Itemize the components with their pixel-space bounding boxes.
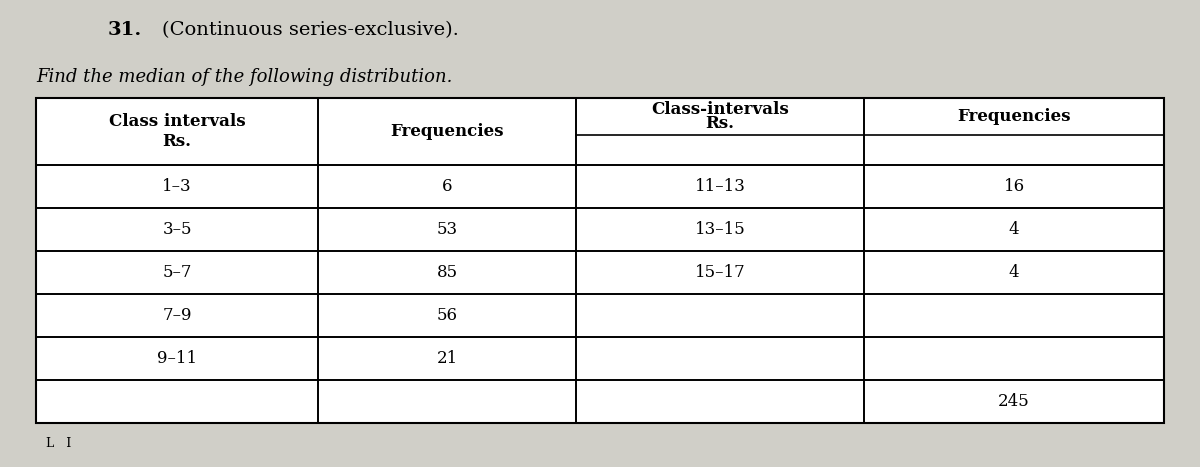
Text: Class-intervals: Class-intervals [652, 101, 788, 118]
Text: Class intervals: Class intervals [109, 113, 245, 129]
Text: 13–15: 13–15 [695, 221, 745, 238]
Text: 245: 245 [998, 393, 1030, 410]
Text: 5–7: 5–7 [162, 264, 192, 281]
Text: 6: 6 [442, 177, 452, 195]
Text: L   I: L I [46, 437, 71, 450]
Text: 9–11: 9–11 [157, 350, 197, 368]
Text: 4: 4 [1009, 221, 1019, 238]
Text: 3–5: 3–5 [162, 221, 192, 238]
Text: 53: 53 [437, 221, 457, 238]
Text: 11–13: 11–13 [695, 177, 745, 195]
Text: Find the median of the following distribution.: Find the median of the following distrib… [36, 68, 452, 86]
Text: 85: 85 [437, 264, 457, 281]
Text: Frequencies: Frequencies [958, 108, 1070, 125]
Text: Frequencies: Frequencies [390, 123, 504, 140]
Text: 56: 56 [437, 307, 457, 324]
Text: 21: 21 [437, 350, 457, 368]
Text: Rs.: Rs. [706, 115, 734, 132]
Text: 31.: 31. [108, 21, 143, 39]
Text: 15–17: 15–17 [695, 264, 745, 281]
Text: 16: 16 [1003, 177, 1025, 195]
Text: (Continuous series-exclusive).: (Continuous series-exclusive). [162, 21, 458, 39]
Text: 1–3: 1–3 [162, 177, 192, 195]
Text: 4: 4 [1009, 264, 1019, 281]
Text: Rs.: Rs. [162, 133, 192, 150]
Text: 7–9: 7–9 [162, 307, 192, 324]
